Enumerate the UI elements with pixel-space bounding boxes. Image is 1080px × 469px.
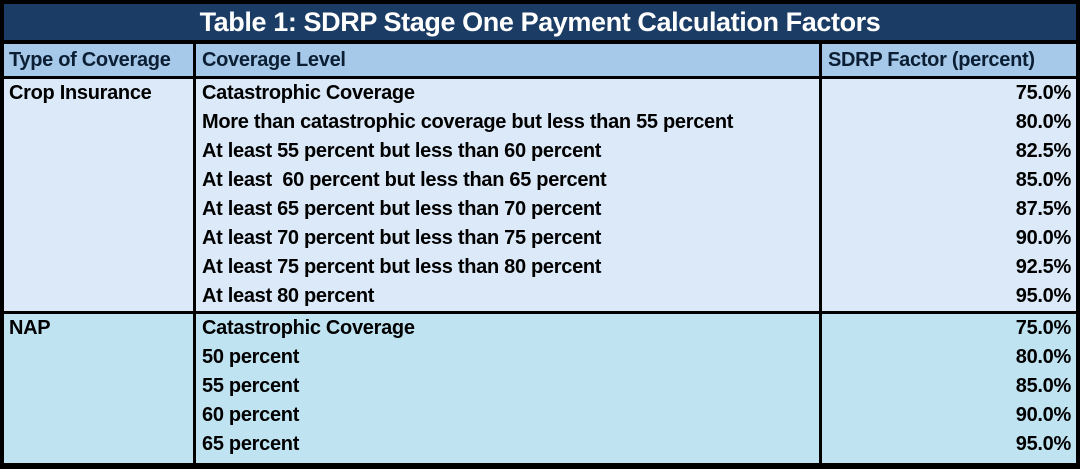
- column-header-coverage-level: Coverage Level: [196, 44, 822, 76]
- coverage-level-value: 50 percent: [202, 346, 300, 368]
- coverage-type-label: Crop Insurance: [4, 79, 196, 311]
- table-header-row: Type of Coverage Coverage Level SDRP Fac…: [4, 44, 1076, 79]
- coverage-level-value: 60 percent: [202, 404, 300, 426]
- column-header-sdrp-factor: SDRP Factor (percent): [828, 48, 1035, 71]
- table-title-bar: Table 1: SDRP Stage One Payment Calculat…: [4, 4, 1076, 44]
- coverage-level-value: At least 60 percent but less than 65 per…: [202, 169, 607, 191]
- sdrp-factor-value: 80.0%: [1015, 346, 1071, 368]
- section-nap: NAP Catastrophic Coverage 50 percent 55 …: [4, 314, 1076, 463]
- sdrp-factor-value: 87.5%: [1015, 198, 1071, 220]
- sdrp-factor-cell: 75.0% 80.0% 82.5% 85.0% 87.5% 90.0% 92.5…: [822, 79, 1076, 311]
- sdrp-factor-value: 75.0%: [1015, 82, 1071, 104]
- coverage-level-value: At least 80 percent: [202, 285, 375, 307]
- sdrp-factor-value: 95.0%: [1015, 433, 1071, 455]
- coverage-level-value: Catastrophic Coverage: [202, 82, 415, 104]
- coverage-level-value: Catastrophic Coverage: [202, 317, 415, 339]
- sdrp-factor-value: 92.5%: [1015, 256, 1071, 278]
- coverage-level-value: At least 75 percent but less than 80 per…: [202, 256, 602, 278]
- table-title: Table 1: SDRP Stage One Payment Calculat…: [199, 6, 881, 37]
- section-crop-insurance: Crop Insurance Catastrophic Coverage Mor…: [4, 79, 1076, 314]
- sdrp-factor-value: 95.0%: [1015, 285, 1071, 307]
- sdrp-factor-value: 82.5%: [1015, 140, 1071, 162]
- coverage-level-cell: Catastrophic Coverage 50 percent 55 perc…: [196, 314, 822, 463]
- column-header-type-of-coverage: Type of Coverage: [4, 44, 196, 76]
- coverage-type-label: NAP: [4, 314, 196, 463]
- sdrp-factor-value: 90.0%: [1015, 227, 1071, 249]
- sdrp-factor-value: 80.0%: [1015, 111, 1071, 133]
- coverage-level-value: At least 65 percent but less than 70 per…: [202, 198, 602, 220]
- sdrp-factor-cell: 75.0% 80.0% 85.0% 90.0% 95.0%: [822, 314, 1076, 463]
- coverage-level-value: 65 percent: [202, 433, 300, 455]
- coverage-level-cell: Catastrophic Coverage More than catastro…: [196, 79, 822, 311]
- coverage-level-value: At least 55 percent but less than 60 per…: [202, 140, 602, 162]
- coverage-level-value: More than catastrophic coverage but less…: [202, 111, 734, 133]
- coverage-level-value: 55 percent: [202, 375, 300, 397]
- sdrp-factor-value: 85.0%: [1015, 375, 1071, 397]
- sdrp-factor-value: 90.0%: [1015, 404, 1071, 426]
- sdrp-factor-value: 75.0%: [1015, 317, 1071, 339]
- coverage-level-value: At least 70 percent but less than 75 per…: [202, 227, 602, 249]
- sdrp-factor-value: 85.0%: [1015, 169, 1071, 191]
